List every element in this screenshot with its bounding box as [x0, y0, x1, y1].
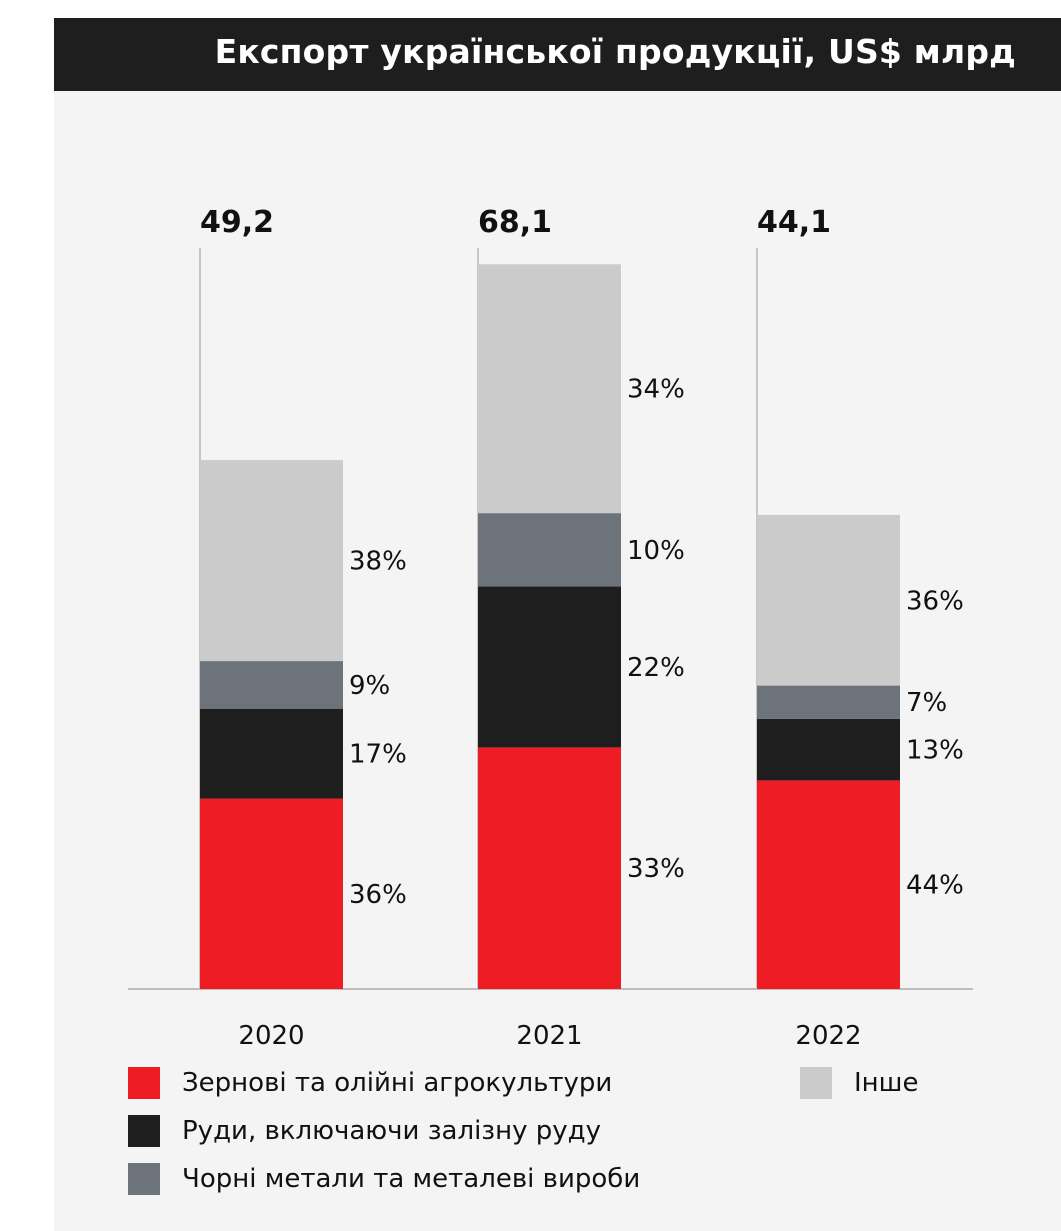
bar-segment: [757, 780, 900, 989]
bar-segment: [478, 513, 621, 587]
x-tick-label: 2022: [795, 1021, 861, 1051]
bar-segment: [757, 514, 900, 686]
bar-segment: [478, 747, 621, 989]
legend-swatch: [128, 1067, 160, 1099]
chart-title: Експорт української продукції, US$ млрд: [214, 32, 1016, 71]
legend-item: Руди, включаючи залізну руду: [128, 1114, 601, 1148]
stacked-bar-chart: 36% 17% 9% 38% 49,2 2020 33% 22% 10% 34% 68,1 2021 4…: [128, 205, 973, 1051]
legend-label: Зернові та олійні агрокультури: [182, 1068, 613, 1098]
segment-label: 33%: [627, 854, 685, 884]
total-label: 49,2: [200, 205, 274, 240]
segment-label: 9%: [349, 671, 390, 701]
total-label: 44,1: [757, 205, 831, 240]
bar-segment: [200, 661, 343, 709]
legend-item: Чорні метали та металеві вироби: [128, 1162, 640, 1196]
segment-label: 38%: [349, 547, 407, 577]
segment-label: 36%: [906, 586, 964, 616]
segment-label: 34%: [627, 375, 685, 405]
segment-label: 10%: [627, 536, 685, 566]
segment-label: 17%: [349, 740, 407, 770]
bar-segment: [200, 798, 343, 989]
bar-segment: [200, 460, 343, 662]
legend-item: Інше: [800, 1066, 918, 1100]
legend-swatch: [128, 1115, 160, 1147]
legend-swatch: [800, 1067, 832, 1099]
bar-segment: [478, 264, 621, 514]
legend-label: Інше: [854, 1068, 919, 1098]
legend-swatch: [128, 1163, 160, 1195]
legend-label: Руди, включаючи залізну руду: [182, 1116, 602, 1146]
legend-item: Зернові та олійні агрокультури: [128, 1066, 612, 1100]
total-label: 68,1: [478, 205, 552, 240]
bar-segment: [200, 708, 343, 799]
bar-segment: [757, 718, 900, 781]
segment-label: 22%: [627, 653, 685, 683]
bar-segment: [757, 685, 900, 719]
x-tick-label: 2021: [516, 1021, 582, 1051]
legend: Зернові та олійні агрокультури Руди, вклю…: [128, 1066, 988, 1196]
x-tick-label: 2020: [238, 1021, 304, 1051]
title-bar: Експорт української продукції, US$ млрд: [54, 18, 1061, 91]
segment-label: 13%: [906, 736, 964, 766]
legend-label: Чорні метали та металеві вироби: [182, 1164, 641, 1194]
segment-label: 7%: [906, 688, 947, 718]
segment-label: 36%: [349, 880, 407, 910]
bar-segment: [478, 586, 621, 748]
segment-label: 44%: [906, 871, 964, 901]
